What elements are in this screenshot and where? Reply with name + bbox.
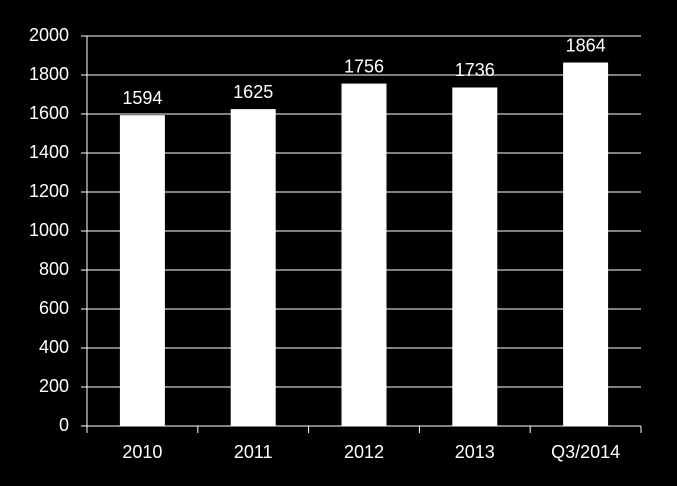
data-label: 1864 (566, 35, 606, 55)
bar (230, 109, 276, 426)
y-tick-label: 1000 (29, 220, 69, 240)
y-tick-label: 800 (39, 259, 69, 279)
data-label: 1756 (344, 56, 384, 76)
x-tick-label: Q3/2014 (551, 442, 620, 462)
data-label: 1736 (455, 60, 495, 80)
y-tick-label: 1400 (29, 142, 69, 162)
y-tick-label: 600 (39, 298, 69, 318)
x-tick-label: 2011 (234, 442, 273, 462)
y-tick-label: 1600 (29, 103, 69, 123)
y-tick-label: 1200 (29, 181, 69, 201)
bar (452, 87, 498, 426)
y-tick-label: 2000 (29, 25, 69, 45)
data-label: 1625 (233, 82, 273, 102)
bar (563, 62, 609, 427)
data-label: 1594 (122, 88, 162, 108)
bar (119, 115, 165, 427)
x-tick-label: 2013 (455, 442, 495, 462)
y-tick-label: 400 (39, 337, 69, 357)
x-tick-label: 2012 (344, 442, 384, 462)
y-tick-label: 0 (59, 415, 69, 435)
y-tick-label: 1800 (29, 64, 69, 84)
y-tick-label: 200 (39, 376, 69, 396)
x-tick-label: 2010 (122, 442, 162, 462)
bar (341, 83, 387, 426)
